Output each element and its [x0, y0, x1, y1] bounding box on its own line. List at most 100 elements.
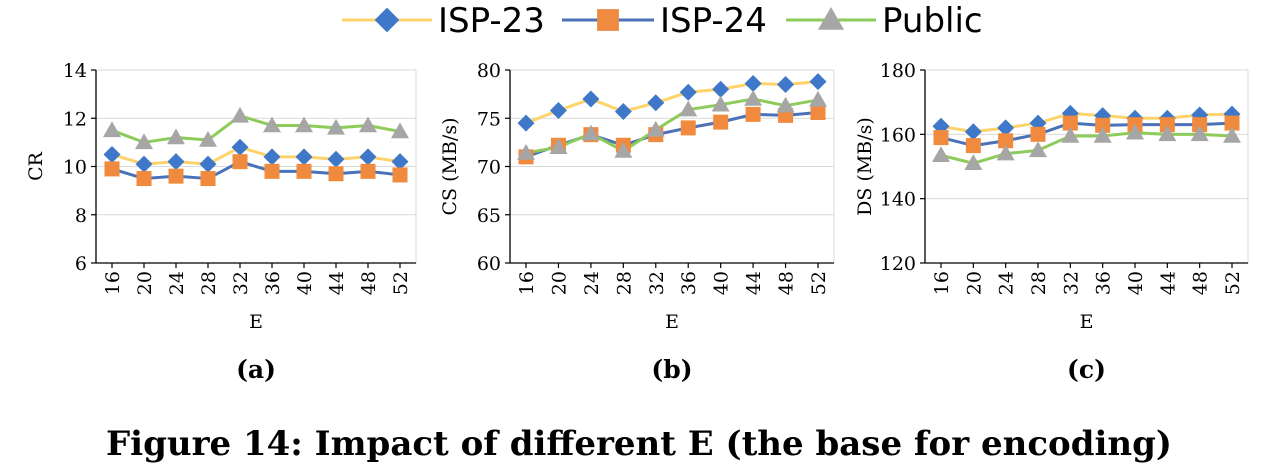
x-tick-label: 32 [1060, 271, 1082, 295]
data-point-public [295, 116, 313, 133]
data-point-public [809, 90, 827, 107]
x-tick-label: 20 [548, 271, 570, 295]
series-line-public [525, 97, 819, 155]
data-point-public [614, 142, 633, 158]
chart-panels: 6 8 10 12 14 16 20 24 28 32 36 40 44 48 52 E CR (a) 60 65 70… [25, 60, 1249, 384]
panel-label: (c) [1067, 355, 1106, 384]
data-point-isp-23 [549, 102, 567, 120]
data-point-public [1061, 126, 1080, 143]
data-point-isp-24 [232, 154, 248, 170]
y-tick-label: 180 [880, 60, 916, 82]
data-point-isp-24 [1095, 117, 1111, 133]
x-tick-label: 24 [166, 271, 188, 295]
data-point-public [1093, 126, 1112, 143]
x-tick-label: 36 [678, 271, 700, 295]
x-tick-label: 52 [808, 271, 830, 295]
legend-marker-isp-24 [597, 9, 619, 31]
data-point-isp-24 [998, 133, 1014, 149]
data-point-public [744, 89, 763, 106]
data-point-isp-24 [264, 163, 280, 179]
legend-marker-group-public [817, 6, 845, 30]
x-tick-label: 40 [711, 271, 733, 295]
y-tick-label: 80 [477, 60, 501, 82]
x-tick-label: 16 [102, 271, 124, 295]
data-point-isp-23 [359, 148, 377, 166]
y-tick-label: 6 [75, 253, 87, 275]
y-tick-label: 160 [880, 124, 916, 146]
legend-marker-group-isp-24 [597, 9, 619, 31]
data-point-isp-23 [932, 117, 950, 135]
y-tick-label: 10 [63, 157, 87, 179]
panel-2: 60 65 70 75 80 16 20 24 28 32 36 40 44 48 52 E CS (MB/s)… [439, 60, 835, 384]
x-tick-label: 20 [963, 271, 985, 295]
y-axis-label: CR [25, 151, 47, 181]
data-point-isp-23 [712, 80, 730, 98]
x-tick-label: 52 [1222, 271, 1244, 295]
data-point-public [1190, 125, 1209, 142]
data-point-public [327, 118, 345, 135]
data-point-public [391, 122, 409, 139]
data-point-isp-23 [777, 75, 795, 93]
x-tick-label: 36 [262, 271, 284, 295]
data-point-public [1126, 123, 1144, 140]
data-point-public [646, 120, 665, 137]
data-point-public [581, 124, 600, 141]
data-point-isp-23 [199, 155, 217, 173]
x-tick-label: 40 [1125, 271, 1147, 295]
data-point-isp-24 [392, 167, 408, 183]
x-tick-label: 20 [134, 271, 156, 295]
x-tick-label: 28 [1028, 271, 1050, 295]
data-point-isp-23 [809, 73, 827, 91]
data-point-isp-24 [200, 171, 216, 187]
x-tick-label: 16 [931, 271, 953, 295]
data-point-isp-23 [295, 148, 313, 166]
y-tick-label: 70 [477, 157, 501, 179]
data-point-public [996, 144, 1015, 161]
data-point-isp-23 [135, 155, 153, 173]
data-point-isp-24 [1062, 115, 1078, 131]
series-line-public [940, 131, 1233, 165]
data-point-public [517, 143, 535, 160]
data-point-isp-23 [997, 119, 1015, 137]
panel-label: (b) [651, 355, 692, 384]
data-point-isp-23 [167, 153, 185, 171]
legend-marker-group-isp-23 [374, 7, 400, 33]
data-point-isp-23 [103, 145, 121, 163]
data-point-isp-24 [1192, 117, 1208, 133]
y-axis-label: CS (MB/s) [439, 118, 461, 216]
data-point-isp-23 [231, 138, 249, 156]
panel-label: (a) [236, 355, 276, 384]
data-point-public [135, 133, 153, 150]
data-point-public [776, 96, 795, 113]
data-point-isp-24 [810, 104, 826, 120]
data-point-public [932, 146, 950, 162]
x-axis-label: E [1080, 311, 1094, 333]
y-tick-label: 75 [477, 108, 501, 130]
legend-label-public: Public [882, 1, 983, 41]
data-point-isp-23 [391, 153, 409, 171]
data-point-isp-24 [136, 171, 152, 187]
x-tick-label: 44 [743, 271, 765, 295]
x-tick-label: 36 [1093, 271, 1115, 295]
y-tick-label: 60 [477, 253, 501, 275]
y-tick-label: 120 [880, 253, 916, 275]
x-tick-label: 48 [358, 271, 380, 295]
x-tick-label: 40 [294, 271, 316, 295]
y-axis-label: DS (MB/s) [854, 117, 876, 216]
data-point-isp-23 [263, 148, 281, 166]
y-tick-label: 140 [880, 189, 916, 211]
data-point-isp-24 [680, 120, 696, 136]
data-point-isp-24 [965, 138, 981, 154]
x-tick-label: 52 [390, 271, 412, 295]
x-axis-label: E [665, 311, 679, 333]
y-tick-label: 65 [477, 205, 501, 227]
data-point-isp-23 [679, 83, 697, 101]
x-tick-label: 44 [1157, 271, 1179, 295]
x-tick-label: 28 [198, 271, 220, 295]
data-point-isp-23 [744, 75, 762, 93]
series-line-isp-24 [111, 160, 401, 181]
x-tick-label: 32 [230, 271, 252, 295]
x-tick-label: 48 [1190, 271, 1212, 295]
legend-label-isp-24: ISP-24 [660, 1, 767, 41]
